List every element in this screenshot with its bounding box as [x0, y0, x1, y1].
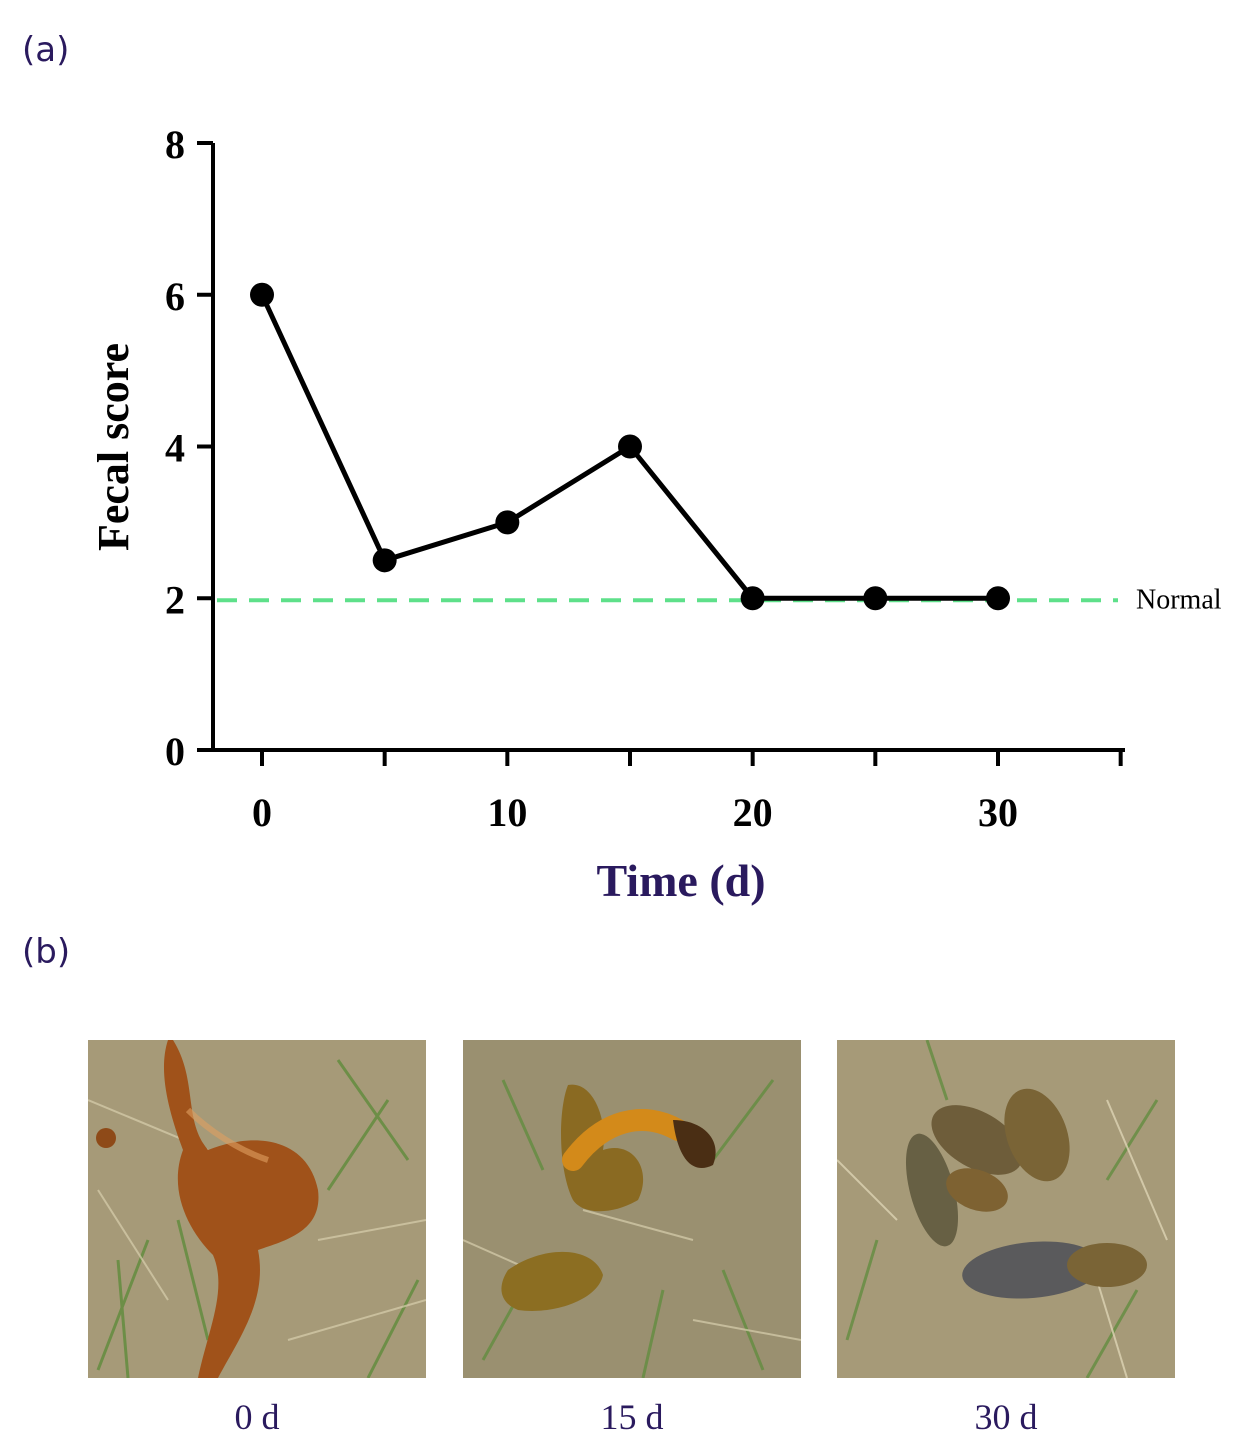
data-point — [250, 282, 274, 307]
data-point — [618, 434, 642, 459]
x-tick-label: 20 — [733, 790, 773, 835]
y-axis: 0 2 4 6 8 — [165, 122, 215, 774]
data-point — [495, 510, 520, 535]
data-point — [863, 586, 888, 611]
y-tick-label: 2 — [165, 577, 185, 622]
y-tick-label: 4 — [165, 426, 185, 471]
data-point — [372, 548, 397, 573]
photo-caption-15d: 15 d — [600, 1397, 664, 1437]
y-tick-label: 6 — [165, 274, 185, 319]
normal-reference-line: Normal — [217, 584, 1222, 615]
fecal-score-chart: 0 2 4 6 8 0 10 20 30 Normal Fecal score Time (d… — [89, 122, 1222, 906]
photo-caption-0d: 0 d — [234, 1397, 280, 1437]
x-tick-label: 10 — [487, 790, 527, 835]
panel-label-a: (a) — [22, 30, 70, 70]
panel-label-b: (b) — [22, 932, 71, 972]
normal-label: Normal — [1136, 584, 1222, 615]
photo-caption-30d: 30 d — [974, 1397, 1038, 1437]
y-axis-title: Fecal score — [89, 343, 138, 551]
y-tick-label: 0 — [165, 729, 185, 774]
data-point — [740, 586, 765, 611]
fecal-photo-0d — [88, 1040, 426, 1378]
x-tick-label: 30 — [978, 790, 1018, 835]
x-axis-title: Time (d) — [596, 855, 765, 906]
x-tick-label: 0 — [252, 790, 272, 835]
fecal-photo-30d — [837, 1040, 1175, 1378]
series-fecal-score — [250, 282, 1010, 611]
fecal-photo-15d — [463, 1040, 801, 1378]
x-axis: 0 10 20 30 — [213, 748, 1125, 835]
y-tick-label: 8 — [165, 122, 185, 167]
data-point — [986, 586, 1010, 611]
